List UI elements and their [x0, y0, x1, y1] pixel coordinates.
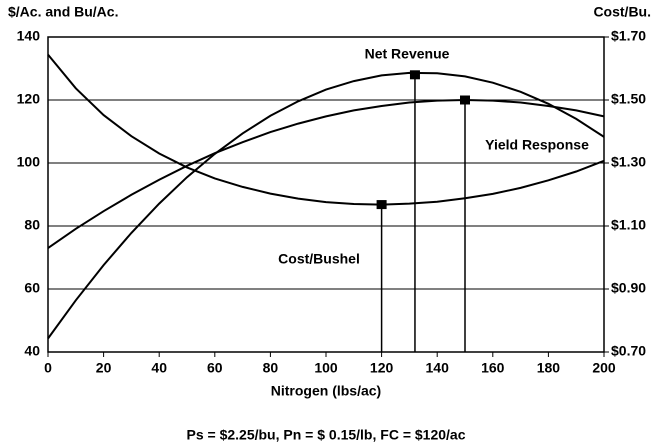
- series-line: [47, 98, 605, 249]
- series-line: [47, 53, 605, 206]
- y2-tick-label: $0.90: [611, 280, 646, 296]
- series-label: Yield Response: [485, 137, 589, 153]
- y2-tick-label: $1.30: [611, 154, 646, 170]
- series-label: Net Revenue: [365, 46, 450, 62]
- y2-tick-label: $1.10: [611, 217, 646, 233]
- y2-tick-label: $1.50: [611, 91, 646, 107]
- y2-tick-label: $1.70: [611, 28, 646, 44]
- series-label: Cost/Bushel: [278, 251, 360, 267]
- x-tick-label: 160: [481, 360, 505, 376]
- y-tick-label: 80: [24, 217, 40, 233]
- optimum-marker: [409, 70, 420, 80]
- x-tick-label: 40: [151, 360, 167, 376]
- y-tick-label: 120: [17, 91, 41, 107]
- x-tick-label: 180: [537, 360, 561, 376]
- x-axis-title: Nitrogen (lbs/ac): [271, 383, 381, 399]
- plot-frame: [47, 36, 605, 353]
- y-tick-label: 100: [17, 154, 41, 170]
- x-tick-label: 100: [314, 360, 338, 376]
- x-tick-label: 0: [44, 360, 52, 376]
- x-tick-label: 20: [96, 360, 112, 376]
- y-tick-label: 60: [24, 280, 40, 296]
- y-tick-label: 40: [24, 343, 40, 359]
- y2-tick-label: $0.70: [611, 343, 646, 359]
- footnote: Ps = $2.25/bu, Pn = $ 0.15/lb, FC = $120…: [187, 427, 466, 443]
- x-tick-label: 140: [426, 360, 450, 376]
- y2-axis-title: Cost/Bu.: [593, 4, 651, 20]
- y-tick-label: 140: [17, 28, 41, 44]
- optimum-marker: [376, 200, 387, 210]
- x-tick-label: 120: [370, 360, 394, 376]
- x-tick-label: 200: [592, 360, 616, 376]
- y-axis-title: $/Ac. and Bu/Ac.: [8, 4, 118, 20]
- optimum-marker: [460, 95, 470, 105]
- x-tick-label: 80: [263, 360, 279, 376]
- x-tick-label: 60: [207, 360, 223, 376]
- series-line: [47, 71, 605, 340]
